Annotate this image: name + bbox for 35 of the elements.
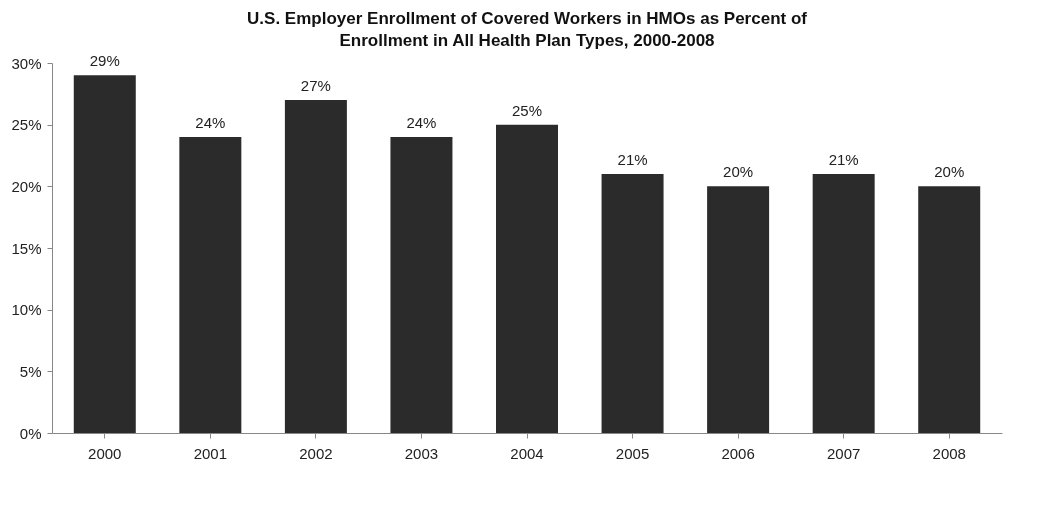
data-label: 20%: [723, 163, 754, 181]
x-tick-label: 2008: [932, 444, 966, 462]
bar: [812, 174, 875, 433]
bar: [284, 100, 347, 433]
x-tick-label: 2005: [615, 444, 650, 462]
bar: [601, 174, 664, 433]
x-tick-label: 2001: [193, 444, 228, 462]
chart-title: U.S. Employer Enrollment of Covered Workers in HMOs as Percent of Enrollment in All Health Plan Types, 2000-2008: [247, 9, 808, 51]
x-tick-label: 2002: [299, 444, 333, 462]
data-label: 29%: [89, 52, 120, 70]
y-tick-label: 10%: [11, 301, 42, 319]
data-label: 21%: [617, 151, 648, 168]
x-tick-label: 2006: [721, 444, 755, 462]
data-label: 20%: [934, 163, 965, 181]
bar: [918, 186, 981, 433]
data-label: 24%: [406, 114, 437, 131]
bar: [707, 186, 770, 433]
x-tick-label: 2000: [88, 444, 122, 462]
x-tick-label: 2004: [510, 444, 544, 462]
data-label: 27%: [300, 77, 331, 94]
bar: [73, 75, 136, 433]
bar: [496, 124, 558, 433]
data-label: 24%: [195, 114, 226, 131]
y-tick-label: 30%: [11, 54, 42, 72]
bar: [390, 137, 453, 433]
x-tick-label: 2007: [826, 444, 861, 462]
y-tick-label: 0%: [19, 424, 42, 442]
x-tick-label: 2003: [404, 444, 439, 462]
bar: [179, 137, 242, 433]
y-tick-label: 15%: [11, 239, 42, 257]
y-tick-label: 25%: [11, 116, 42, 134]
y-tick-label: 5%: [19, 362, 42, 380]
data-label: 25%: [511, 101, 543, 119]
data-label: 21%: [828, 151, 859, 168]
y-tick-label: 20%: [11, 177, 42, 195]
